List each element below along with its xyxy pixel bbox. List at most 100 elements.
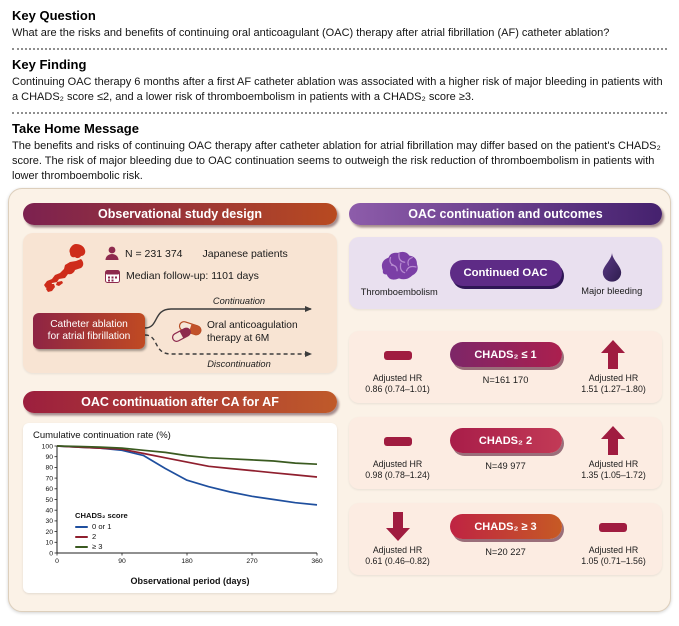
followup-text: Median follow-up: 1101 days: [126, 270, 259, 282]
ablation-line1: Catheter ablation: [50, 318, 128, 330]
legend-title: CHADS₂ score: [75, 511, 128, 520]
mb-stat: Adjusted HR 1.51 (1.27–1.80): [565, 331, 662, 403]
ablation-line2: for atrial fibrillation: [47, 331, 131, 342]
pill-capsules-icon: [171, 321, 202, 342]
svg-text:40: 40: [45, 508, 53, 515]
svg-text:80: 80: [45, 465, 53, 472]
te-hr-value: 0.86 (0.74–1.01): [365, 384, 430, 394]
blood-drop-icon: [602, 251, 621, 282]
n-label: N=20 227: [485, 547, 526, 557]
key-question-title: Key Question: [12, 8, 96, 23]
legend-item: 2: [75, 532, 128, 542]
key-question-text: What are the risks and benefits of conti…: [12, 27, 610, 39]
major-bleeding-label: Major bleeding: [581, 285, 643, 296]
take-home-title: Take Home Message: [12, 121, 139, 136]
te-hr-value: 0.98 (0.78–1.24): [365, 470, 430, 480]
chart-legend: CHADS₂ score 0 or 1 2 ≥ 3: [75, 511, 128, 552]
adjusted-hr-label: Adjusted HR: [372, 459, 423, 469]
svg-text:20: 20: [45, 529, 53, 536]
outcomes-column: OAC continuation and outcomes Thromboemb…: [349, 203, 662, 575]
legend-swatch: [75, 535, 88, 539]
outcome-row-chads-2: Adjusted HR 0.98 (0.78–1.24) CHADS₂ 2 N=…: [349, 417, 662, 489]
graphical-abstract-panel: Observational study design N = 231 374 J…: [8, 188, 671, 612]
svg-text:90: 90: [118, 558, 126, 565]
japan-map-icon: [44, 244, 86, 292]
adjusted-hr-label: Adjusted HR: [372, 545, 423, 555]
legend-item: ≥ 3: [75, 542, 128, 552]
take-home-section: Take Home Message The benefits and risks…: [12, 121, 667, 184]
svg-text:180: 180: [181, 558, 193, 565]
svg-text:30: 30: [45, 518, 53, 525]
arrow-up-icon: [601, 426, 626, 455]
no-change-icon: [383, 350, 412, 360]
legend-label: 2: [92, 532, 97, 541]
chads-pill: CHADS₂ ≤ 1: [449, 342, 562, 367]
legend-swatch: [75, 525, 88, 529]
outcome-row-chads-le-1: Adjusted HR 0.86 (0.74–1.01) CHADS₂ ≤ 1 …: [349, 331, 662, 403]
chads-pill: CHADS₂ 2: [449, 428, 562, 453]
continuation-line-chart: 0 10 20 30 40 50 60 70 80 90 100 0 90 180 270 360: [42, 443, 323, 565]
mb-hr-value: 1.51 (1.27–1.80): [581, 384, 646, 394]
dotted-divider: [12, 112, 667, 114]
thromboembolism-label: Thromboembolism: [360, 286, 438, 297]
svg-text:360: 360: [311, 558, 323, 565]
mb-stat: Adjusted HR 1.35 (1.05–1.72): [565, 417, 662, 489]
te-hr-value: 0.61 (0.46–0.82): [365, 556, 430, 566]
abstract-text-block: Key Question What are the risks and bene…: [0, 0, 679, 184]
outcome-row-chads-ge-3: Adjusted HR 0.61 (0.46–0.82) CHADS₂ ≥ 3 …: [349, 503, 662, 575]
chads-group: CHADS₂ ≤ 1 N=161 170: [446, 331, 565, 403]
n-label: N=49 977: [485, 461, 526, 471]
svg-text:10: 10: [45, 540, 53, 547]
chart-title: Cumulative continuation rate (%): [33, 430, 171, 441]
svg-text:0: 0: [49, 550, 53, 557]
continuation-label: Continuation: [213, 296, 265, 306]
svg-text:270: 270: [246, 558, 258, 565]
catheter-ablation-box: Catheter ablation for atrial fibrillatio…: [33, 313, 145, 349]
thromboembolism-col: Thromboembolism: [349, 237, 450, 309]
arrow-up-icon: [601, 340, 626, 369]
oac-line1: Oral anticoagulation: [207, 320, 298, 331]
study-flow: Continuation Discontinuation Catheter ab…: [31, 295, 329, 369]
study-design-column: Observational study design N = 231 374 J…: [23, 203, 337, 593]
svg-text:90: 90: [45, 454, 53, 461]
te-stat: Adjusted HR 0.61 (0.46–0.82): [349, 503, 446, 575]
continued-oac-pill: Continued OAC: [449, 260, 562, 286]
take-home-text: The benefits and risks of continuing OAC…: [12, 140, 661, 182]
te-stat: Adjusted HR 0.86 (0.74–1.01): [349, 331, 446, 403]
legend-label: 0 or 1: [92, 522, 112, 531]
flow-connectors: Continuation Discontinuation: [144, 296, 312, 369]
mb-hr-value: 1.35 (1.05–1.72): [581, 470, 646, 480]
brain-icon: [382, 251, 418, 280]
chads-group: CHADS₂ 2 N=49 977: [446, 417, 565, 489]
discontinuation-label: Discontinuation: [207, 359, 271, 369]
mb-stat: Adjusted HR 1.05 (0.71–1.56): [565, 503, 662, 575]
patient-count-label: Japanese patients: [202, 247, 288, 260]
outcomes-header: OAC continuation and outcomes: [349, 203, 662, 225]
legend-label: ≥ 3: [92, 542, 103, 551]
patient-count-line: N = 231 374 Japanese patients: [105, 246, 288, 261]
chart-x-label: Observational period (days): [130, 576, 250, 586]
adjusted-hr-label: Adjusted HR: [588, 545, 639, 555]
study-design-header: Observational study design: [23, 203, 337, 225]
person-icon: [105, 246, 119, 260]
oac-line2: therapy at 6M: [207, 333, 270, 344]
continuation-chart-card: Cumulative continuation rate (%) 0 10 20 30…: [23, 423, 337, 593]
no-change-icon: [383, 436, 412, 446]
key-finding-text: Continuing OAC therapy 6 months after a …: [12, 76, 663, 103]
key-finding-title: Key Finding: [12, 57, 87, 72]
te-stat: Adjusted HR 0.98 (0.78–1.24): [349, 417, 446, 489]
svg-text:50: 50: [45, 497, 53, 504]
chads-pill: CHADS₂ ≥ 3: [449, 514, 562, 539]
calendar-icon: [105, 270, 120, 283]
dotted-divider: [12, 48, 667, 50]
adjusted-hr-label: Adjusted HR: [372, 373, 423, 383]
chads-group: CHADS₂ ≥ 3 N=20 227: [446, 503, 565, 575]
oac-therapy-label: Oral anticoagulation therapy at 6M: [207, 319, 298, 345]
no-change-icon: [599, 522, 628, 532]
patient-count-value: N = 231 374: [125, 247, 183, 260]
adjusted-hr-label: Adjusted HR: [588, 459, 639, 469]
outcomes-legend-block: Thromboembolism Continued OAC Major blee…: [349, 237, 662, 309]
svg-text:100: 100: [42, 443, 54, 450]
svg-text:60: 60: [45, 486, 53, 493]
arrow-down-icon: [385, 512, 410, 541]
